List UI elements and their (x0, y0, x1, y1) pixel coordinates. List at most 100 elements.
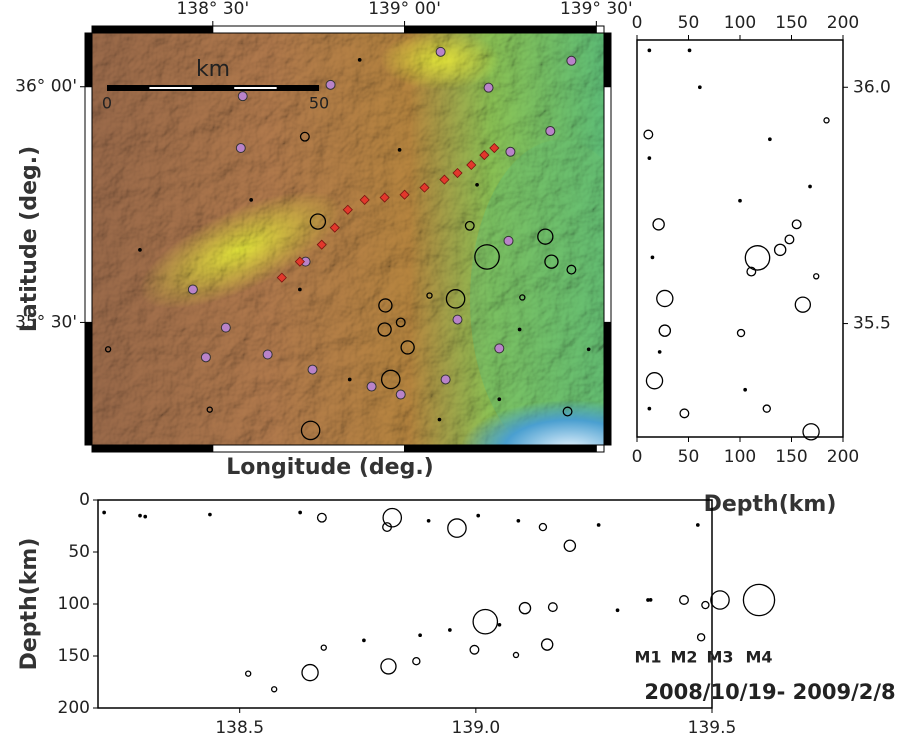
legend-label: M1 (634, 648, 661, 667)
station (221, 323, 230, 332)
earthquake (658, 351, 660, 353)
earthquake (648, 49, 650, 51)
earthquake (349, 378, 351, 380)
earthquake (648, 157, 650, 159)
x-tick-label: 50 (678, 447, 700, 467)
earthquake (419, 634, 421, 636)
earthquake (737, 329, 744, 336)
x-tick-label: 200 (827, 13, 859, 33)
y-tick-label: 200 (58, 698, 90, 718)
plot-area (103, 509, 709, 692)
earthquake (646, 373, 662, 389)
earthquake (363, 639, 365, 641)
x-tick-label: 138.5 (215, 718, 264, 738)
earthquake (597, 524, 599, 526)
frame (637, 40, 843, 437)
earthquake (302, 665, 318, 681)
station (436, 47, 445, 56)
frame-segment (405, 26, 597, 33)
y-axis-label: Depth(km) (17, 538, 42, 671)
x-tick-label: 139° 30' (560, 0, 633, 19)
x-tick-label: 200 (827, 447, 859, 467)
earthquake (139, 249, 141, 251)
plot-area (644, 49, 829, 440)
y-tick-label: 150 (58, 646, 90, 666)
map-background (92, 30, 680, 500)
station (484, 83, 493, 92)
earthquake (542, 639, 553, 650)
x-axis-label: Depth(km) (704, 492, 837, 517)
earthquake (144, 515, 146, 517)
x-tick-label: 138° 30' (176, 0, 249, 19)
station (506, 147, 515, 156)
earthquake (699, 86, 701, 88)
x-tick-label: 0 (632, 447, 643, 467)
station (546, 127, 555, 136)
legend-label: M3 (706, 648, 733, 667)
earthquake (657, 290, 673, 306)
earthquake (299, 288, 301, 290)
earthquake (744, 389, 746, 391)
earthquake (476, 184, 478, 186)
station (396, 390, 405, 399)
x-tick-label: 50 (678, 13, 700, 33)
legend-symbol (743, 584, 774, 615)
earthquake (648, 407, 650, 409)
frame-segment (213, 26, 405, 33)
earthquake (272, 687, 277, 692)
frame-segment (405, 445, 597, 452)
x-tick-label: 150 (775, 13, 807, 33)
station (326, 80, 335, 89)
station (201, 353, 210, 362)
frame-segment (596, 445, 604, 452)
period-annotation: 2008/10/19- 2009/2/8 (644, 680, 895, 704)
earthquake (398, 149, 400, 151)
station (188, 285, 197, 294)
earthquake (775, 244, 786, 255)
scale-bar-tick: 50 (309, 94, 329, 113)
earthquake (688, 49, 690, 51)
scale-bar-tick: 0 (102, 94, 112, 113)
station (504, 236, 513, 245)
x-tick-label: 139° 00' (368, 0, 441, 19)
earthquake (318, 513, 327, 522)
earthquake (680, 409, 689, 418)
earthquake (739, 199, 741, 201)
station (238, 92, 247, 101)
station (308, 365, 317, 374)
frame-segment (604, 87, 611, 323)
earthquake (513, 652, 518, 657)
frame (98, 500, 712, 708)
figure: km050138° 30'139° 00'139° 30'35° 30'36° … (0, 0, 916, 743)
earthquake (470, 645, 479, 654)
frame-segment (85, 33, 92, 87)
earthquake (519, 603, 530, 614)
earthquake (518, 328, 520, 330)
earthquake (438, 418, 440, 420)
earthquake (473, 609, 497, 633)
station (236, 144, 245, 153)
earthquake (103, 511, 105, 513)
earthquake (139, 514, 141, 516)
earthquake (549, 603, 558, 612)
earthquake (809, 185, 811, 187)
x-tick-label: 100 (724, 13, 756, 33)
earthquake (539, 523, 546, 530)
legend-symbol (711, 591, 729, 609)
frame-segment (213, 445, 405, 452)
earthquake (785, 235, 794, 244)
station (367, 382, 376, 391)
earthquake (792, 220, 801, 229)
earthquake (564, 540, 575, 551)
x-tick-label: 150 (775, 447, 807, 467)
station (263, 350, 272, 359)
earthquake (698, 634, 705, 641)
scale-bar (107, 85, 319, 91)
earthquake (381, 659, 396, 674)
earthquake (448, 519, 466, 537)
earthquake (697, 524, 699, 526)
earthquake (651, 256, 653, 258)
earthquake (814, 274, 819, 279)
earthquake (795, 297, 810, 312)
station (567, 56, 576, 65)
